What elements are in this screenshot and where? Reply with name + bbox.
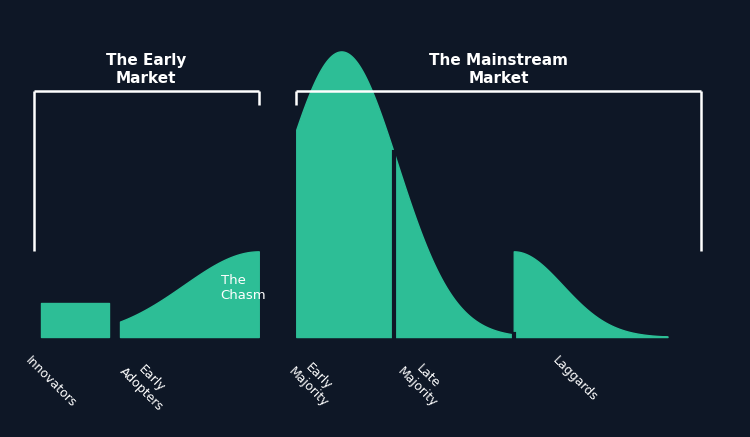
Text: The
Chasm: The Chasm bbox=[220, 274, 266, 302]
Text: The Mainstream
Market: The Mainstream Market bbox=[429, 53, 568, 86]
Text: Early
Majority: Early Majority bbox=[286, 354, 341, 409]
Text: Early
Adopters: Early Adopters bbox=[117, 354, 176, 413]
Text: Laggards: Laggards bbox=[550, 354, 600, 404]
Text: Late
Majority: Late Majority bbox=[394, 354, 450, 409]
Text: The Early
Market: The Early Market bbox=[106, 53, 187, 86]
Text: Innovators: Innovators bbox=[22, 354, 79, 410]
